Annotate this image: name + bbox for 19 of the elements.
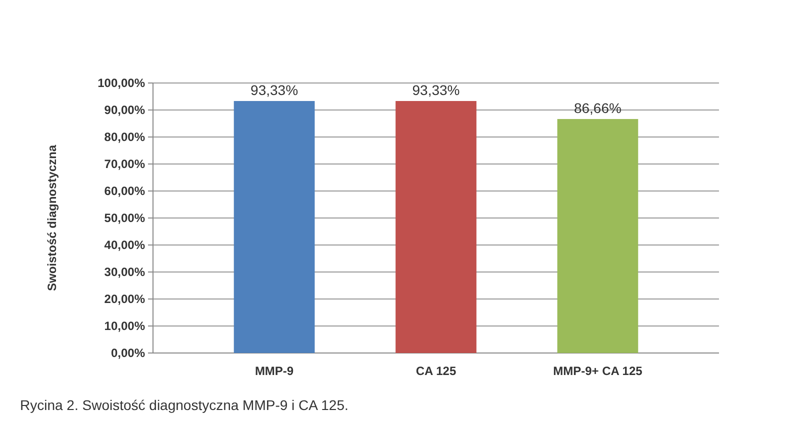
y-tick-label: 20,00% [104, 292, 146, 306]
y-tick-label: 40,00% [104, 238, 146, 252]
y-tick-label: 0,00% [110, 346, 146, 360]
data-label: 86,66% [574, 100, 622, 116]
y-tick-label: 30,00% [104, 265, 146, 280]
text: Rycina 2. Swoistość diagnostyczna MMP-9 i CA 125. [20, 397, 348, 413]
y-tick-label: 80,00% [104, 130, 146, 144]
y-tick-label: 50,00% [104, 211, 146, 226]
x-tick-label: MMP-9 [254, 364, 294, 378]
y-tick-label: 70,00% [104, 157, 146, 172]
y-tick-label: 100,00% [98, 76, 146, 90]
y-tick-label: 10,00% [104, 319, 146, 334]
data-label: 93,33% [250, 82, 298, 98]
y-tick-label: 90,00% [104, 103, 146, 118]
data-label: 93,33% [412, 82, 460, 98]
x-tick-label: MMP-9+ CA 125 [553, 364, 643, 378]
y-tick-label: 60,00% [104, 184, 146, 198]
y-axis-title: Swoistość diagnostyczna [45, 144, 59, 292]
x-tick-label: CA 125 [416, 364, 456, 378]
